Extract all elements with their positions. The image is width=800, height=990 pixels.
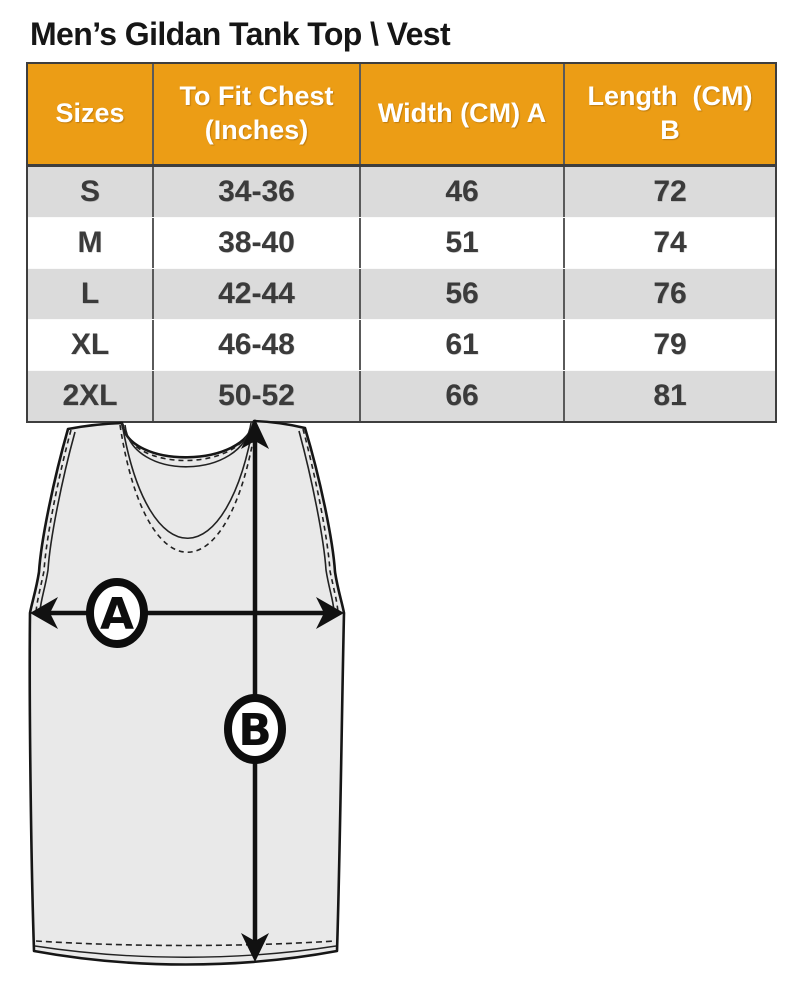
width-cell: 51 <box>361 218 565 268</box>
width-label-badge: A <box>86 578 148 648</box>
width-cell: 61 <box>361 320 565 370</box>
size-cell: M <box>28 218 154 268</box>
neckline-stitch-dashed <box>122 421 253 462</box>
header-cell-chest: To Fit Chest (Inches) <box>154 64 361 164</box>
length-cell: 81 <box>565 371 775 421</box>
arrowhead-left <box>30 597 58 629</box>
chest-cell: 50-52 <box>154 371 361 421</box>
chest-cell: 34-36 <box>154 167 361 217</box>
left-armhole-binding-line <box>39 431 76 612</box>
neckline-binding-line <box>124 422 252 468</box>
right-armhole-stitch-dashed <box>302 428 339 613</box>
length-cell: 76 <box>565 269 775 319</box>
left-armhole-stitch-dashed <box>35 429 72 613</box>
tank-top-outline <box>28 419 346 966</box>
arrowhead-down <box>241 933 269 962</box>
size-cell: L <box>28 269 154 319</box>
table-row-s: S 34-36 46 72 <box>28 167 775 218</box>
table-row-2xl: 2XL 50-52 66 81 <box>28 371 775 421</box>
width-label: A <box>100 589 134 640</box>
chest-cell: 42-44 <box>154 269 361 319</box>
length-label-badge: B <box>224 694 286 764</box>
length-arrow <box>241 419 269 962</box>
page-title: Men’s Gildan Tank Top \ Vest <box>30 16 451 52</box>
table-row-l: L 42-44 56 76 <box>28 269 775 320</box>
table-row-m: M 38-40 51 74 <box>28 218 775 269</box>
size-cell: XL <box>28 320 154 370</box>
size-cell: 2XL <box>28 371 154 421</box>
header-cell-sizes: Sizes <box>28 64 154 164</box>
length-cell: 72 <box>565 167 775 217</box>
header-cell-length: Length (CM) B <box>565 64 775 164</box>
width-cell: 46 <box>361 167 565 217</box>
hem-fold-line <box>34 945 337 958</box>
inner-neck-scoop-line <box>121 420 255 540</box>
hem-stitch-dashed <box>35 940 336 947</box>
arrowhead-right <box>316 597 344 629</box>
length-cell: 79 <box>565 320 775 370</box>
size-chart-table: Sizes To Fit Chest (Inches) Width (CM) A… <box>26 62 777 423</box>
size-cell: S <box>28 167 154 217</box>
chest-cell: 46-48 <box>154 320 361 370</box>
header-cell-width: Width (CM) A <box>361 64 565 164</box>
size-chart-header-row: Sizes To Fit Chest (Inches) Width (CM) A… <box>28 64 775 167</box>
width-cell: 56 <box>361 269 565 319</box>
table-row-xl: XL 46-48 61 79 <box>28 320 775 371</box>
length-cell: 74 <box>565 218 775 268</box>
width-cell: 66 <box>361 371 565 421</box>
inner-neck-scoop-dashed <box>119 422 257 553</box>
chest-cell: 38-40 <box>154 218 361 268</box>
width-arrow <box>30 597 344 629</box>
arrowhead-up <box>241 419 269 449</box>
right-armhole-binding-line <box>298 430 335 612</box>
length-label: B <box>238 705 272 756</box>
